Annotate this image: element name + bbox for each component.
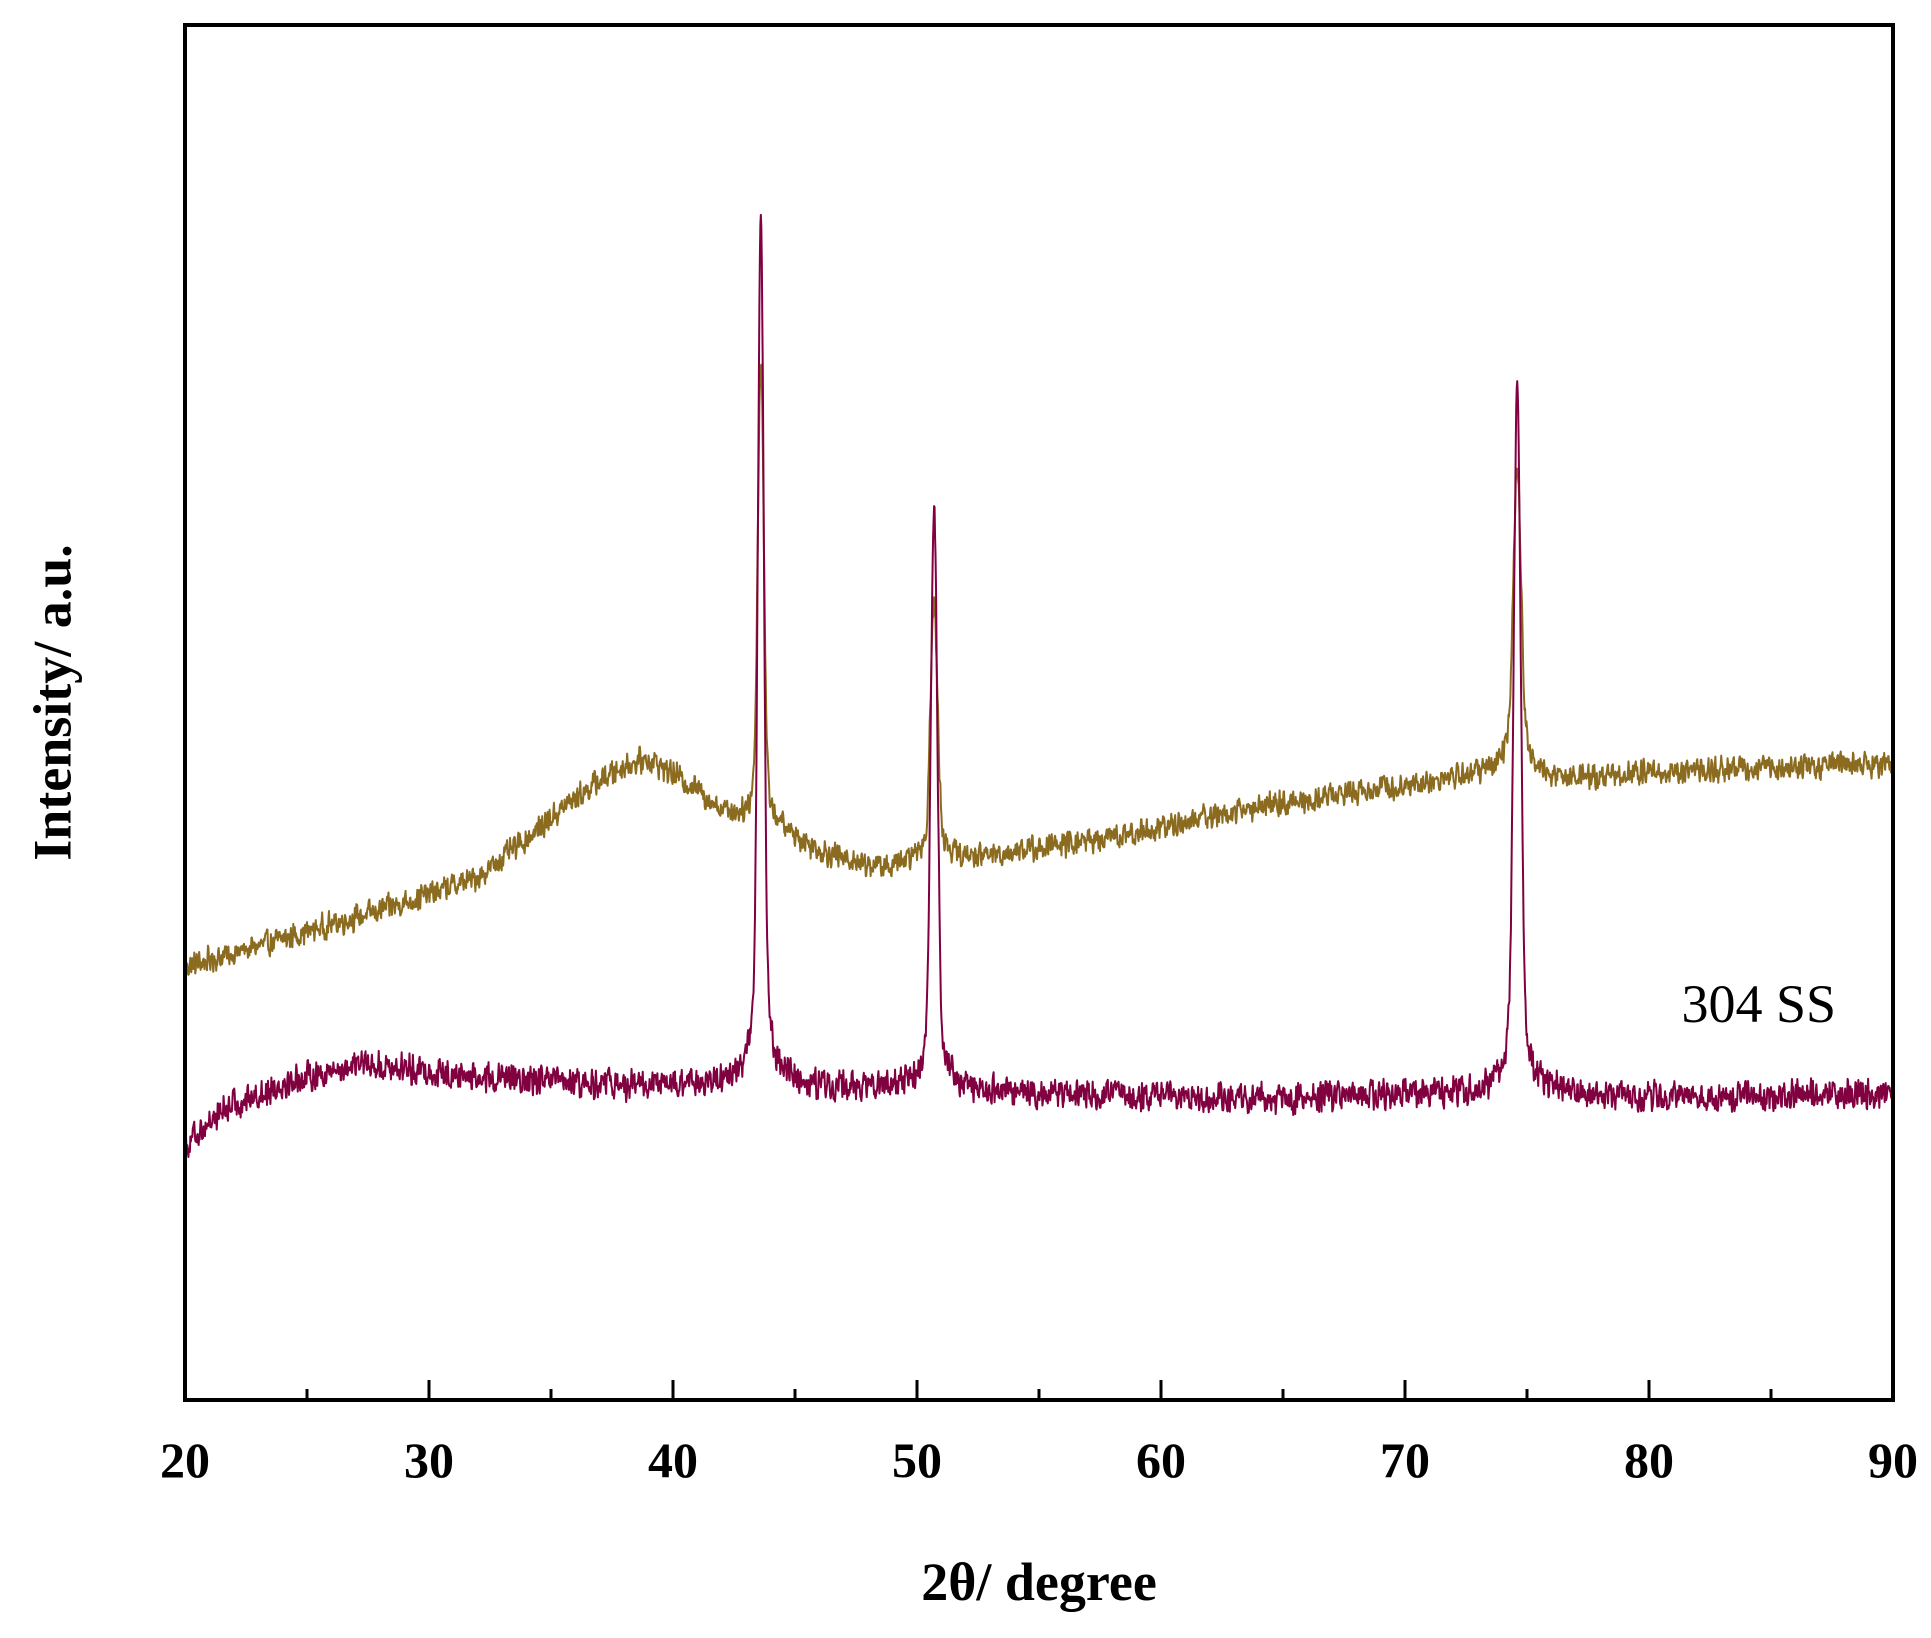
series-line-1: [184, 363, 1894, 976]
y-axis-title: Intensity/ a.u.: [22, 544, 82, 861]
x-tick-label: 20: [160, 1432, 210, 1488]
x-axis-title: 2θ/ degree: [921, 1552, 1157, 1612]
x-tick-label: 90: [1868, 1432, 1918, 1488]
x-tick-label: 40: [648, 1432, 698, 1488]
series-layer: [184, 213, 1894, 1158]
x-tick-label: 80: [1624, 1432, 1674, 1488]
x-tick-label: 30: [404, 1432, 454, 1488]
plot-frame: [183, 23, 1895, 1402]
x-tick-label: 50: [892, 1432, 942, 1488]
x-tick-label: 60: [1136, 1432, 1186, 1488]
x-tick-label: 70: [1380, 1432, 1430, 1488]
labels-layer: 20 30 40 50 60 70 80 90: [160, 1432, 1918, 1488]
annotation-label-304-ss: 304 SS: [1682, 974, 1837, 1034]
series-line-2: [184, 213, 1894, 1158]
